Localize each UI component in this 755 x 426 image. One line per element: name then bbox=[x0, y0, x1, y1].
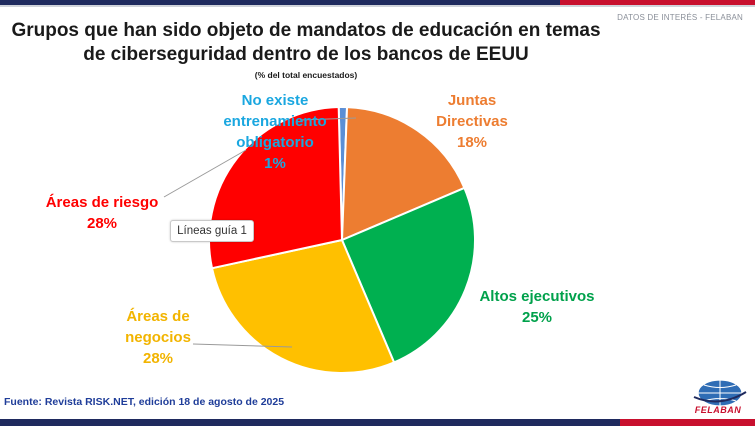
pie-label-0-line-2: obligatorio bbox=[236, 134, 314, 151]
pie-slice-1 bbox=[340, 106, 466, 242]
pie-label-0: No existe entrenamiento obligatorio 1% bbox=[210, 90, 340, 174]
top-decorative-bar bbox=[0, 0, 755, 7]
pie-value-label-2: 25% bbox=[521, 309, 553, 326]
bottom-bar-red bbox=[620, 419, 755, 426]
pie-label-1: Juntas Directivas 18% bbox=[422, 90, 522, 153]
chart-title: Grupos que han sido objeto de mandatos d… bbox=[0, 19, 612, 67]
chart-title-line-1: Grupos que han sido objeto de mandatos d… bbox=[11, 20, 601, 41]
pie-value-label-1: 18% bbox=[456, 134, 488, 151]
felaban-globe-icon bbox=[693, 379, 747, 407]
pie-value-label-3: 28% bbox=[142, 350, 174, 367]
pie-label-0-line-1: entrenamiento bbox=[223, 113, 327, 130]
leader-line-1 bbox=[192, 343, 293, 348]
bottom-bar-navy bbox=[0, 419, 635, 426]
pie-label-3: Áreas de negocios 28% bbox=[108, 306, 208, 369]
header-tagline: DATOS DE INTERÉS - FELABAN bbox=[617, 13, 743, 22]
guide-lines-tooltip: Líneas guía 1 bbox=[170, 220, 254, 242]
top-bar-navy bbox=[0, 0, 612, 5]
pie-label-2: Altos ejecutivos 25% bbox=[472, 286, 602, 328]
pie-label-3-line-1: negocios bbox=[125, 329, 191, 346]
pie-slice-2 bbox=[340, 186, 476, 364]
pie-value-label-0: 1% bbox=[264, 155, 286, 172]
chart-subtitle: (% del total encuestados) bbox=[254, 70, 358, 80]
chart-title-line-2: de ciberseguridad dentro de los bancos d… bbox=[83, 44, 529, 65]
pie-label-4: Áreas de riesgo 28% bbox=[18, 192, 186, 234]
source-note: Fuente: Revista RISK.NET, edición 18 de … bbox=[4, 396, 285, 408]
leader-line-0 bbox=[299, 117, 357, 121]
pie-label-4-line-0: Áreas de riesgo bbox=[45, 194, 159, 211]
pie-label-0-line-0: No existe bbox=[241, 92, 309, 109]
leader-line-2 bbox=[163, 149, 247, 198]
pie-slice-3 bbox=[210, 238, 396, 374]
top-bar-red bbox=[560, 0, 755, 5]
pie-label-1-line-0: Juntas bbox=[447, 92, 497, 109]
bottom-decorative-bar bbox=[0, 419, 755, 426]
pie-value-label-4: 28% bbox=[86, 215, 118, 232]
felaban-logo-text: FELABAN bbox=[694, 405, 742, 415]
pie-label-2-line-0: Altos ejecutivos bbox=[479, 288, 595, 305]
top-bar-gray bbox=[0, 5, 755, 7]
pie-label-1-line-1: Directivas bbox=[436, 113, 508, 130]
pie-label-3-line-0: Áreas de bbox=[126, 308, 190, 325]
